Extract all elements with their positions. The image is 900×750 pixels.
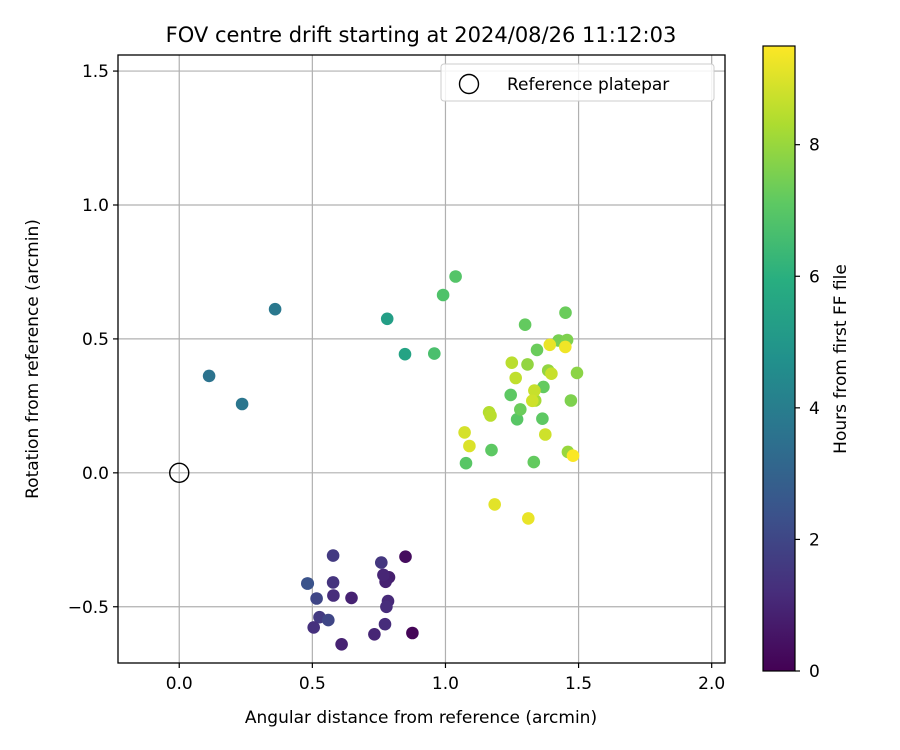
scatter-point: [527, 455, 541, 469]
colorbar-tick-label: 0: [809, 662, 820, 682]
x-tick-label: 1.0: [432, 674, 459, 694]
y-tick-label: 1.5: [82, 62, 109, 82]
x-axis-label: Angular distance from reference (arcmin): [245, 708, 597, 728]
y-tick-label: 1.0: [82, 196, 109, 216]
legend-box: [440, 63, 715, 102]
scatter-point: [505, 356, 519, 370]
x-tick-label: 1.5: [565, 674, 592, 694]
scatter-point: [377, 568, 390, 582]
scatter-point: [398, 347, 412, 361]
scatter-point: [399, 550, 412, 563]
reference-platepar-marker: [169, 462, 190, 484]
colorbar-tick-label: 8: [809, 136, 820, 156]
scatter-point: [518, 318, 532, 332]
legend-reference-label: Reference platepar: [507, 75, 669, 95]
plot-frame: [117, 54, 726, 664]
scatter-point: [528, 384, 541, 397]
colorbar-tick-label: 6: [809, 267, 820, 287]
scatter-point: [375, 556, 388, 569]
y-axis-ticks: −0.5 0.0 0.5 1.0 1.5: [68, 62, 118, 618]
scatter-point: [559, 340, 572, 354]
scatter-point: [514, 403, 527, 416]
x-tick-label: 0.0: [166, 674, 193, 694]
scatter-point: [322, 613, 335, 627]
scatter-point: [368, 628, 381, 641]
scatter-point: [428, 347, 441, 360]
x-axis-ticks: 0.0 0.5 1.0 1.5 2.0: [166, 663, 725, 694]
scatter-point: [307, 621, 321, 634]
y-tick-label: −0.5: [68, 598, 109, 618]
scatter-point: [509, 371, 522, 385]
data-points: [169, 270, 584, 651]
x-tick-label: 0.5: [299, 674, 326, 694]
scatter-point: [310, 592, 323, 605]
scatter-point: [510, 413, 524, 426]
scatter-point: [484, 409, 497, 422]
y-tick-label: 0.0: [82, 464, 109, 484]
scatter-point: [459, 456, 473, 470]
scatter-point: [326, 576, 340, 589]
scatter-point: [566, 449, 580, 463]
scatter-point: [327, 589, 340, 602]
scatter-point: [335, 638, 348, 651]
scatter-point: [326, 549, 340, 562]
colorbar-ticks: 0 2 4 6 8: [795, 136, 820, 682]
scatter-point: [539, 428, 552, 441]
colorbar-tick-label: 4: [809, 399, 820, 419]
scatter-point: [235, 397, 249, 411]
scatter-point: [521, 358, 534, 371]
scatter-point: [202, 369, 216, 383]
scatter-point: [530, 343, 544, 357]
grid: [118, 55, 725, 663]
y-axis-label: Rotation from reference (arcmin): [23, 219, 43, 499]
scatter-point: [570, 366, 584, 380]
scatter-point: [504, 388, 517, 402]
colorbar-gradient: [762, 45, 796, 672]
scatter-point: [564, 394, 578, 407]
scatter-point: [485, 443, 498, 457]
scatter-point: [436, 288, 450, 302]
y-tick-label: 0.5: [82, 330, 109, 350]
colorbar-tick-label: 2: [809, 530, 820, 550]
colorbar: 0 2 4 6 8 Hours from first FF file: [762, 45, 851, 682]
scatter-point: [268, 302, 282, 316]
scatter-point: [545, 367, 558, 381]
scatter-point: [380, 600, 393, 614]
chart-title: FOV centre drift starting at 2024/08/26 …: [166, 23, 677, 47]
scatter-point: [406, 626, 419, 640]
scatter-point: [488, 498, 502, 511]
legend: Reference platepar: [440, 63, 715, 102]
legend-reference-marker: [458, 73, 480, 95]
scatter-point: [345, 591, 358, 605]
scatter-point: [378, 617, 392, 631]
scatter-point: [449, 270, 462, 283]
scatter-point: [380, 312, 394, 326]
scatter-point: [559, 306, 572, 320]
scatter-point: [543, 338, 557, 352]
scatter-point: [458, 426, 471, 439]
scatter-point: [463, 439, 476, 453]
scatter-point: [522, 512, 535, 525]
colorbar-label: Hours from first FF file: [831, 264, 851, 454]
scatter-point: [536, 412, 549, 426]
x-tick-label: 2.0: [698, 674, 725, 694]
scatter-point: [526, 394, 539, 408]
scatter-point: [301, 577, 315, 590]
